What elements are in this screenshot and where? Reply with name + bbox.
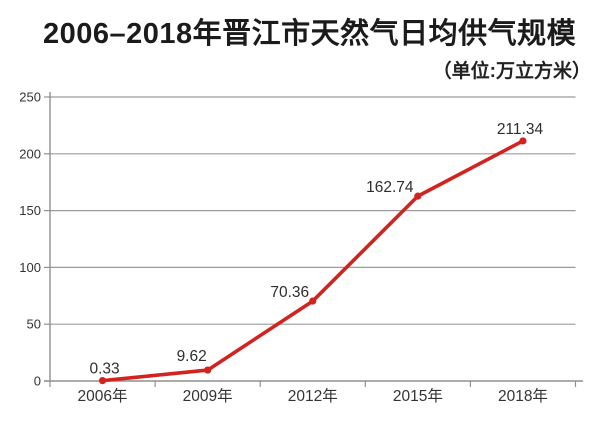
x-tick-label: 2018年 [498, 387, 548, 405]
data-point-label: 0.33 [89, 361, 119, 378]
x-tick-label: 2006年 [78, 387, 128, 405]
x-tick-label: 2009年 [183, 387, 233, 405]
y-tick-label: 50 [27, 317, 41, 332]
data-point-marker [519, 137, 527, 145]
unit-note-label: （单位:万立方米） [432, 61, 591, 82]
data-point-label: 211.34 [497, 121, 544, 138]
chart-title: 2006–2018年晋江市天然气日均供气规模 [43, 18, 577, 50]
data-point-marker [98, 377, 107, 385]
data-point-marker [309, 297, 317, 305]
data-point-label: 70.36 [270, 284, 309, 301]
data-point-marker [414, 192, 422, 200]
x-tick-label: 2012年 [288, 387, 338, 405]
data-point-marker [204, 366, 212, 374]
y-tick-label: 100 [19, 260, 41, 275]
data-point-label: 162.74 [366, 179, 414, 196]
series-line [100, 139, 525, 383]
y-tick-label: 200 [19, 146, 41, 161]
x-tick-label: 2015年 [393, 387, 443, 405]
y-tick-label: 250 [19, 90, 41, 105]
y-tick-label: 0 [34, 374, 41, 389]
data-point-label: 9.62 [177, 348, 207, 365]
y-tick-label: 150 [19, 203, 41, 218]
